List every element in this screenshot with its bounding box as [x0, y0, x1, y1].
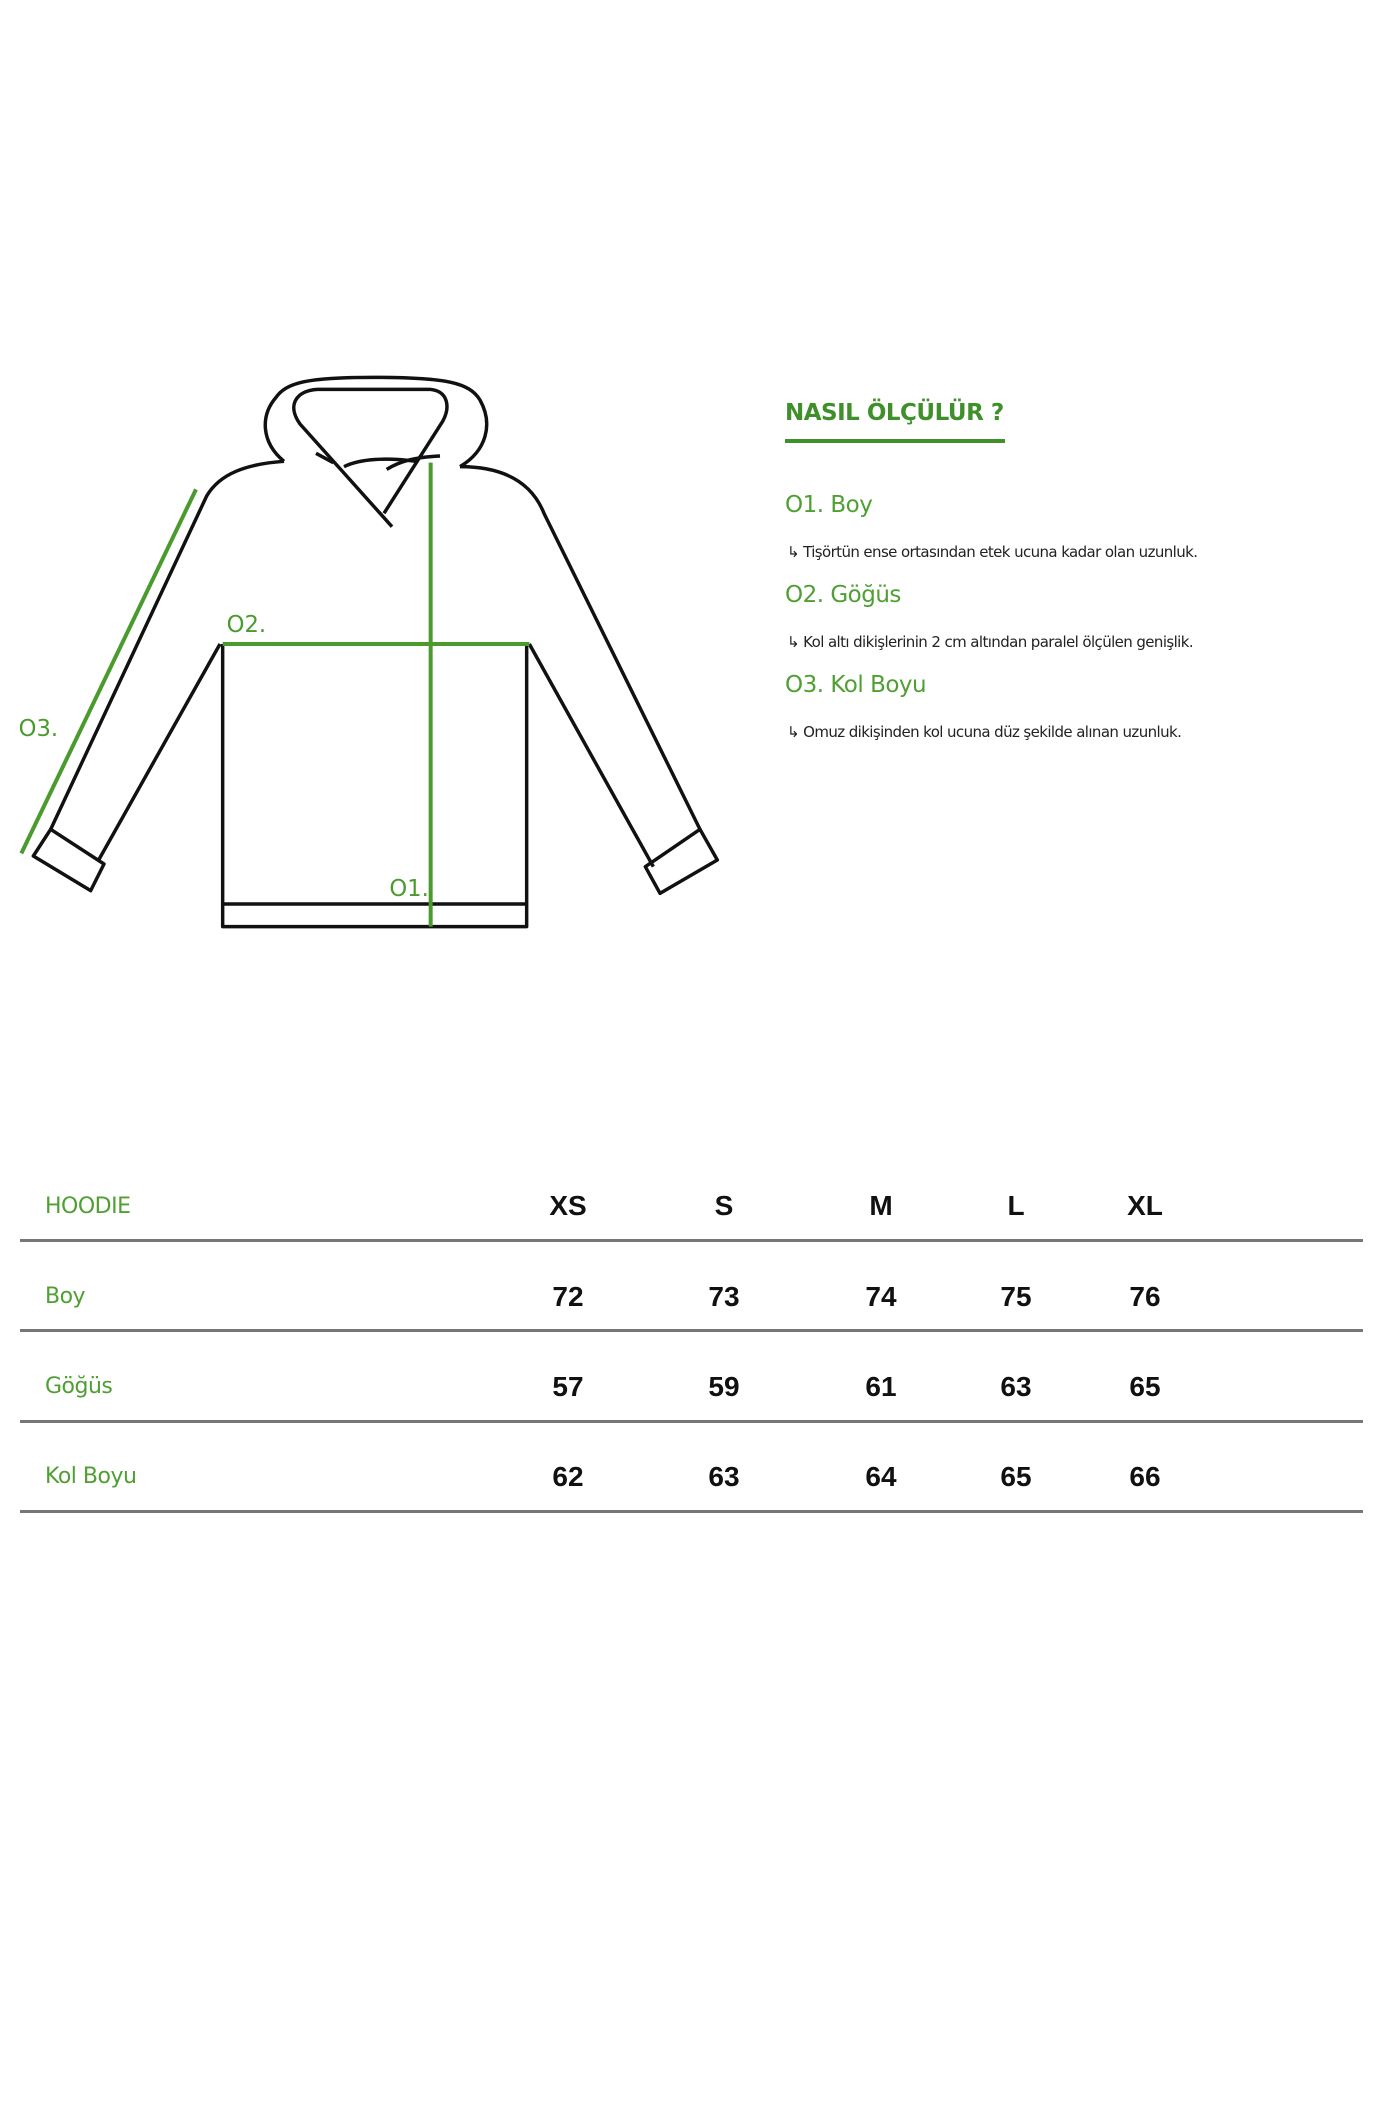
guide-title-underline — [785, 439, 1005, 443]
cell: 72 — [552, 1281, 584, 1312]
guide-desc-text: Tişörtün ense ortasından etek ucuna kada… — [803, 543, 1198, 561]
label-o2: O2. — [227, 612, 266, 638]
guide-desc-boy: ↳ Tişörtün ense ortasından etek ucuna ka… — [787, 543, 1198, 561]
cell: 65 — [1129, 1371, 1161, 1402]
guide-desc-kol-boyu: ↳ Omuz dikişinden kol ucuna düz şekilde … — [787, 723, 1182, 741]
arrow-icon: ↳ — [787, 543, 800, 561]
arrow-icon: ↳ — [787, 633, 800, 651]
cell: 66 — [1129, 1461, 1161, 1492]
table-divider — [20, 1329, 1363, 1332]
cell: 62 — [552, 1461, 584, 1492]
guide-desc-text: Omuz dikişinden kol ucuna düz şekilde al… — [803, 723, 1182, 741]
cell: 63 — [1000, 1371, 1032, 1402]
label-o1: O1. — [389, 876, 428, 902]
guide-desc-text: Kol altı dikişlerinin 2 cm altından para… — [803, 633, 1194, 651]
size-header-m: M — [869, 1190, 893, 1221]
cell: 61 — [865, 1371, 897, 1402]
cell: 73 — [708, 1281, 740, 1312]
cell: 64 — [865, 1461, 897, 1492]
cell: 74 — [865, 1281, 897, 1312]
cell: 65 — [1000, 1461, 1032, 1492]
cell: 63 — [708, 1461, 740, 1492]
measure-line-o3 — [19, 488, 198, 855]
cell: 75 — [1000, 1281, 1032, 1312]
size-header-xs: XS — [549, 1190, 587, 1221]
measurement-lines — [19, 462, 530, 927]
row-label-gogus: Göğüs — [45, 1374, 113, 1399]
arrow-icon: ↳ — [787, 723, 800, 741]
size-header-l: L — [1007, 1190, 1025, 1221]
guide-heading-boy: O1. Boy — [785, 492, 873, 518]
table-divider — [20, 1510, 1363, 1513]
row-label-boy: Boy — [45, 1284, 86, 1309]
size-header-xl: XL — [1127, 1190, 1163, 1221]
guide-heading-gogus: O2. Göğüs — [785, 582, 901, 608]
table-product-label: HOODIE — [45, 1194, 131, 1219]
cell: 76 — [1129, 1281, 1161, 1312]
hoodie-diagram: O3. O2. O1. — [19, 375, 720, 929]
hoodie-outline-icon — [31, 375, 720, 929]
table-divider — [20, 1239, 1363, 1242]
cell: 59 — [708, 1371, 740, 1402]
size-header-s: S — [714, 1190, 734, 1221]
guide-heading-kol-boyu: O3. Kol Boyu — [785, 672, 927, 698]
guide-title: NASIL ÖLÇÜLÜR ? — [785, 400, 1004, 426]
table-divider — [20, 1420, 1363, 1423]
guide-desc-gogus: ↳ Kol altı dikişlerinin 2 cm altından pa… — [787, 633, 1194, 651]
cell: 57 — [552, 1371, 584, 1402]
label-o3: O3. — [19, 716, 58, 742]
row-label-kol-boyu: Kol Boyu — [45, 1464, 137, 1489]
